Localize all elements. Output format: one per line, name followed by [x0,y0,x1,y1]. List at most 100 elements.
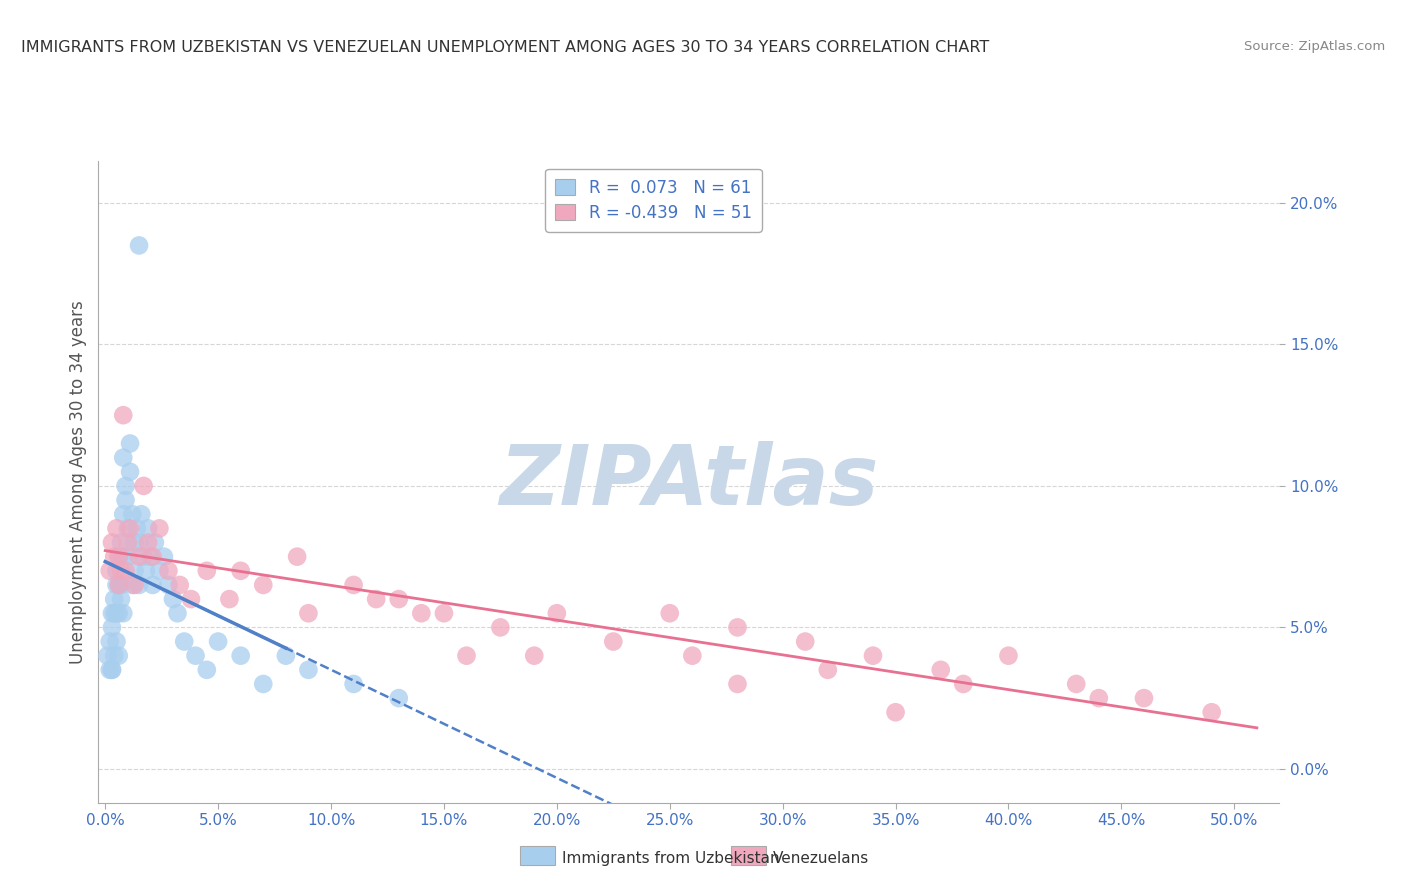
Point [727,620,749,634]
Point [1133,691,1156,706]
Point [1064,677,1087,691]
Point [101,606,124,620]
Point [107,648,129,663]
Point [274,648,297,663]
Point [929,663,952,677]
Point [1201,706,1223,720]
Point [169,578,191,592]
Point [112,450,135,465]
Point [117,549,139,564]
Point [107,578,129,592]
Point [128,578,150,592]
Point [157,578,180,592]
Point [107,578,129,592]
Point [195,564,218,578]
Point [523,648,546,663]
Point [96,648,118,663]
Point [110,564,132,578]
Point [142,549,165,564]
Point [153,549,176,564]
Point [110,535,132,549]
Point [195,663,218,677]
Point [342,677,364,691]
Point [180,592,202,607]
Point [103,648,125,663]
Point [681,648,703,663]
Point [658,606,681,620]
Point [128,535,150,549]
Point [101,620,124,634]
Point [101,663,124,677]
Point [105,578,128,592]
Text: Immigrants from Uzbekistan: Immigrants from Uzbekistan [562,851,780,865]
Point [546,606,568,620]
Point [252,578,274,592]
Point [148,564,170,578]
Y-axis label: Unemployment Among Ages 30 to 34 years: Unemployment Among Ages 30 to 34 years [69,300,87,664]
Point [117,535,139,549]
Point [139,549,162,564]
Point [103,549,125,564]
Point [602,634,624,648]
Point [817,663,839,677]
Text: Venezuelans: Venezuelans [773,851,869,865]
Point [285,549,308,564]
Point [173,634,195,648]
Point [143,535,166,549]
Point [794,634,817,648]
Point [388,592,411,607]
Point [121,578,143,592]
Point [105,606,128,620]
Point [157,564,180,578]
Point [98,663,121,677]
Point [135,564,157,578]
Point [884,706,907,720]
Point [207,634,229,648]
Point [456,648,478,663]
Point [952,677,974,691]
Point [117,521,139,535]
Point [105,564,128,578]
Point [103,592,125,607]
Point [252,677,274,691]
Point [124,564,146,578]
Point [489,620,512,634]
Point [136,521,159,535]
Point [107,606,129,620]
Point [125,521,148,535]
Point [114,493,136,508]
Point [148,521,170,535]
Point [112,606,135,620]
Point [101,663,124,677]
Point [110,578,132,592]
Point [124,578,146,592]
Point [218,592,240,607]
Point [142,578,165,592]
Point [229,564,252,578]
Point [388,691,411,706]
Point [118,465,141,479]
Point [107,549,129,564]
Point [862,648,884,663]
Point [411,606,433,620]
Point [114,479,136,493]
Point [112,549,135,564]
Point [132,479,155,493]
Point [229,648,252,663]
Point [105,521,128,535]
Point [124,535,146,549]
Point [110,592,132,607]
Point [107,549,129,564]
Point [128,549,150,564]
Text: ZIPAtlas: ZIPAtlas [499,442,879,522]
Point [114,564,136,578]
Point [162,592,184,607]
Point [184,648,207,663]
Point [112,507,135,521]
Point [297,663,319,677]
Point [105,634,128,648]
Point [727,677,749,691]
Point [131,507,153,521]
Point [136,535,159,549]
Point [997,648,1019,663]
